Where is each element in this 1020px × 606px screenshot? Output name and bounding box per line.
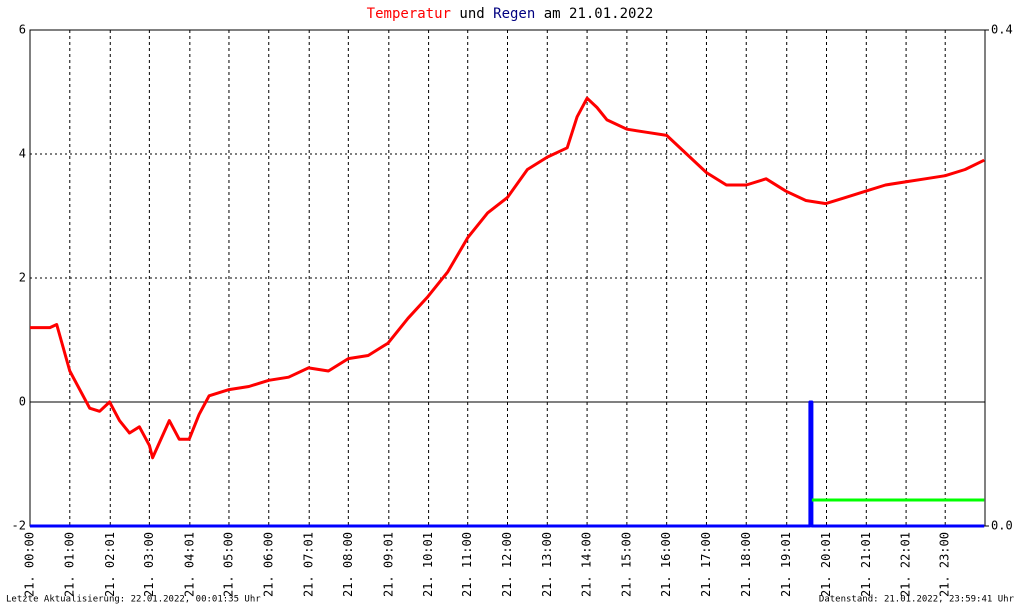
title-part: und [459,6,484,22]
x-tick-label: 21. 22:01 [899,532,913,597]
x-tick-label: 21. 06:00 [261,532,275,597]
x-tick-label: 21. 00:00 [23,532,37,597]
chart-title: Temperatur und Regen am 21.01.2022 [367,6,654,22]
x-tick-label: 21. 07:01 [302,532,316,597]
y-tick-label: 4 [19,147,26,161]
x-tick-label: 21. 11:00 [460,532,474,597]
title-part: am 21.01.2022 [544,6,654,22]
x-tick-label: 21. 18:00 [739,532,753,597]
x-tick-label: 21. 21:01 [859,532,873,597]
x-tick-label: 21. 08:00 [341,532,355,597]
x-tick-label: 21. 12:00 [500,532,514,597]
y-tick-label: 6 [19,23,26,37]
x-tick-label: 21. 14:00 [580,532,594,597]
x-tick-label: 21. 04:01 [182,532,196,597]
x-tick-label: 21. 05:00 [221,532,235,597]
y-tick-label: 0 [19,395,26,409]
title-part: Regen [493,6,535,22]
y-tick-label: -2 [12,519,26,533]
x-tick-label: 21. 10:01 [421,532,435,597]
data-line [30,400,985,528]
x-tick-label: 21. 16:00 [659,532,673,597]
data-line [30,96,985,460]
x-tick-label: 21. 19:01 [779,532,793,597]
x-tick-label: 21. 17:00 [699,532,713,597]
x-tick-label: 21. 20:01 [819,532,833,597]
x-tick-label: 21. 02:01 [103,532,117,597]
x-tick-label: 21. 15:00 [619,532,633,597]
y2-tick-label: 0.4 [991,23,1013,37]
y-tick-label: 2 [19,271,26,285]
x-tick-label: 21. 09:01 [381,532,395,597]
x-tick-label: 21. 03:00 [142,532,156,597]
x-tick-label: 21. 23:00 [938,532,952,597]
footer-left: Letzte Aktualisierung: 22.01.2022, 00:01… [6,595,261,605]
x-tick-label: 21. 01:00 [62,532,76,597]
y2-tick-label: 0.0 [991,519,1013,533]
title-part: Temperatur [367,6,451,22]
x-tick-label: 21. 13:00 [540,532,554,597]
footer-right: Datenstand: 21.01.2022, 23:59:41 Uhr [819,595,1015,605]
